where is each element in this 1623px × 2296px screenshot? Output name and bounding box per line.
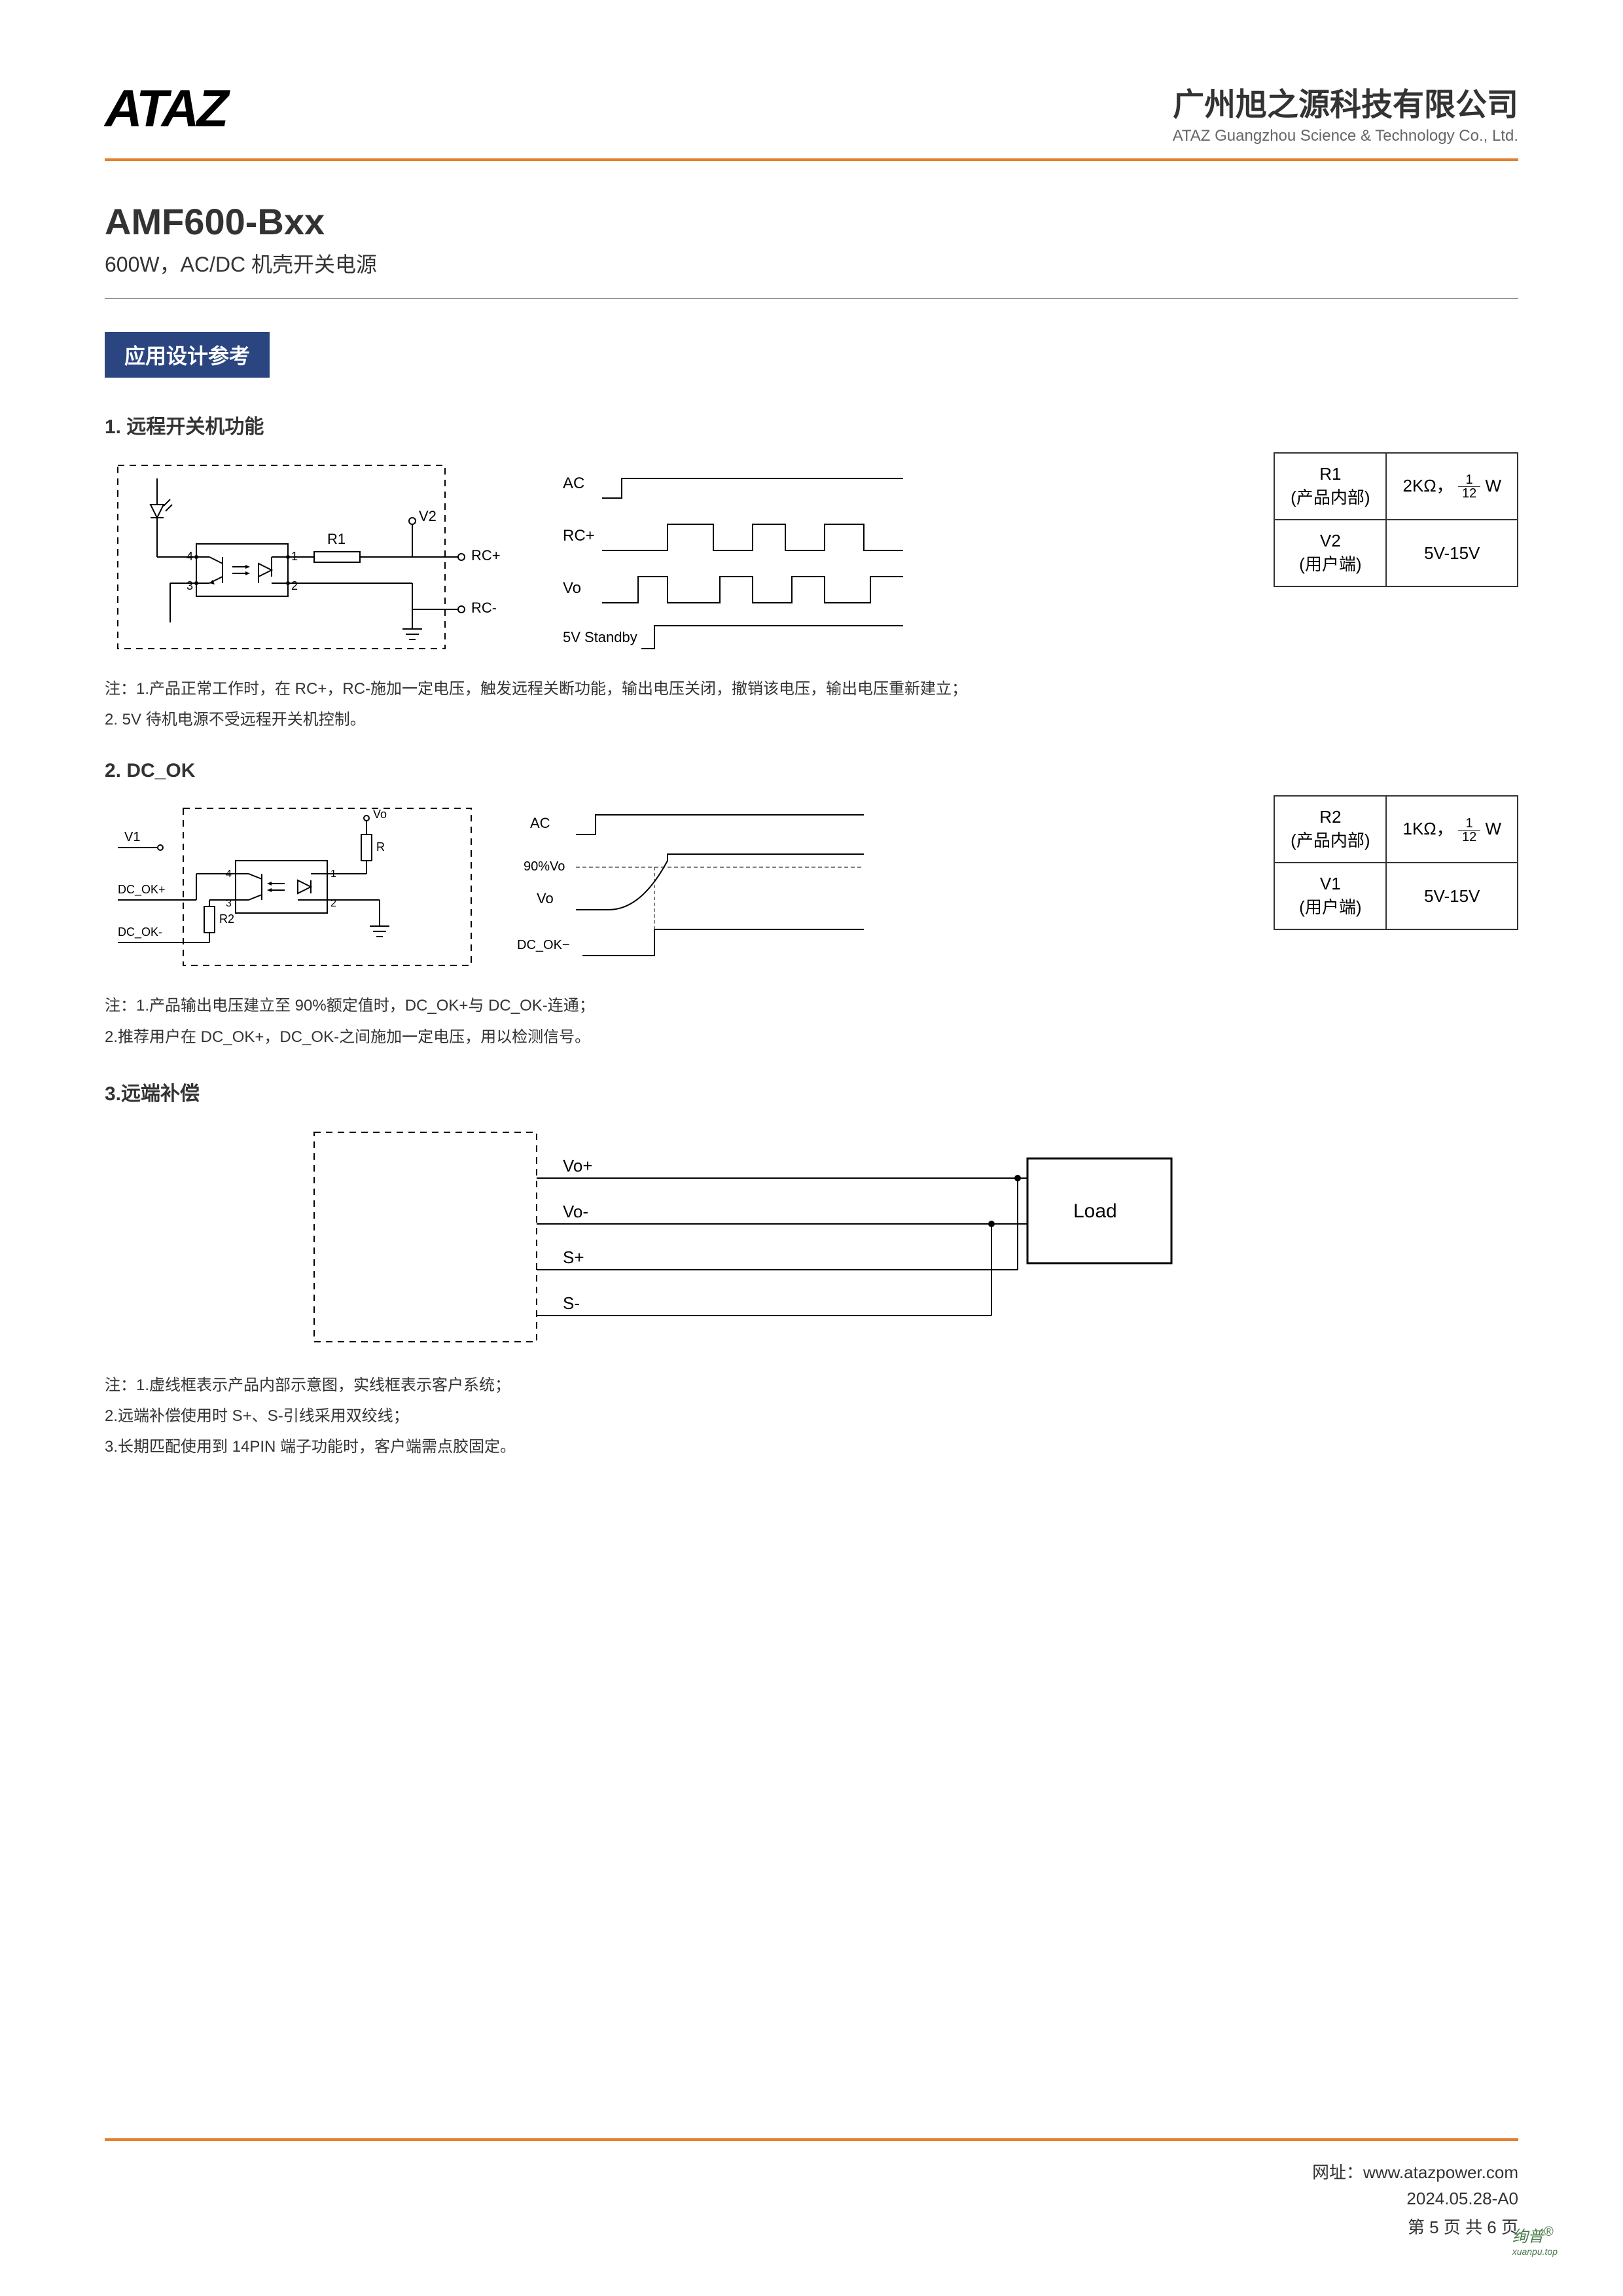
svg-text:Load: Load	[1073, 1200, 1117, 1222]
note-text: 2.推荐用户在 DC_OK+，DC_OK-之间施加一定电压，用以检测信号。	[105, 1023, 1518, 1051]
note-text: 注：1.产品输出电压建立至 90%额定值时，DC_OK+与 DC_OK-连通；	[105, 992, 1518, 1020]
svg-text:S-: S-	[563, 1293, 580, 1313]
svg-text:V1: V1	[124, 830, 140, 844]
footer-url: 网址：www.atazpower.com	[105, 2159, 1518, 2183]
section2-notes: 注：1.产品输出电压建立至 90%额定值时，DC_OK+与 DC_OK-连通； …	[105, 992, 1518, 1050]
section1-timing-diagram: AC RC+ Vo 5V Standby	[550, 452, 916, 662]
footer-date: 2024.05.28-A0	[105, 2189, 1518, 2209]
svg-text:RC-: RC-	[471, 600, 497, 616]
section2-title: 2. DC_OK	[105, 760, 1518, 782]
table-cell: V1 (用户端)	[1274, 863, 1386, 929]
table-cell: 5V-15V	[1386, 863, 1518, 929]
company-name-en: ATAZ Guangzhou Science & Technology Co.,…	[1173, 127, 1518, 145]
product-subtitle: 600W，AC/DC 机壳开关电源	[105, 248, 1518, 299]
svg-text:Vo: Vo	[563, 579, 581, 597]
note-text: 3.长期匹配使用到 14PIN 端子功能时，客户端需点胶固定。	[105, 1433, 1518, 1461]
watermark: 绚普® xuanpu.top	[1512, 2223, 1558, 2257]
svg-text:RC+: RC+	[471, 547, 501, 564]
company-info: 广州旭之源科技有限公司 ATAZ Guangzhou Science & Tec…	[1173, 79, 1518, 145]
table-cell: R2 (产品内部)	[1274, 796, 1386, 863]
section1-diagram-row: 4 3 1 2 R1	[105, 452, 1518, 662]
section1-circuit-diagram: 4 3 1 2 R1	[105, 452, 524, 662]
svg-text:AC: AC	[563, 475, 584, 492]
section1-param-table: R1 (产品内部) 2KΩ， 112 W V2 (用户端) 5V-15V	[1274, 452, 1518, 587]
svg-text:RC+: RC+	[563, 527, 595, 545]
table-cell: R1 (产品内部)	[1274, 453, 1386, 520]
svg-text:2: 2	[291, 579, 298, 592]
note-text: 2. 5V 待机电源不受远程开关机控制。	[105, 706, 1518, 734]
section1-title: 1. 远程开关机功能	[105, 410, 1518, 439]
svg-text:R2: R2	[219, 912, 234, 925]
svg-text:AC: AC	[530, 815, 550, 831]
svg-text:R1: R1	[327, 531, 346, 547]
svg-text:Vo: Vo	[537, 890, 554, 906]
page-footer: 网址：www.atazpower.com 2024.05.28-A0 第 5 页…	[105, 2138, 1518, 2244]
section2-circuit-diagram: V1 DC_OK+ DC_OK- R2 4 3 1 2	[105, 795, 484, 978]
svg-text:S+: S+	[563, 1247, 584, 1267]
footer-page: 第 5 页 共 6 页	[105, 2214, 1518, 2238]
company-name-cn: 广州旭之源科技有限公司	[1173, 79, 1518, 124]
note-text: 2.远端补偿使用时 S+、S-引线采用双绞线；	[105, 1402, 1518, 1430]
section3-title: 3.远端补偿	[105, 1077, 1518, 1106]
svg-text:3: 3	[187, 579, 193, 592]
product-title: AMF600-Bxx	[105, 200, 1518, 243]
note-text: 注：1.虚线框表示产品内部示意图，实线框表示客户系统；	[105, 1371, 1518, 1399]
table-cell: 2KΩ， 112 W	[1386, 453, 1518, 520]
section-badge: 应用设计参考	[105, 332, 270, 378]
table-cell: 5V-15V	[1386, 520, 1518, 586]
svg-text:DC_OK-: DC_OK-	[118, 925, 162, 939]
note-text: 注：1.产品正常工作时，在 RC+，RC-施加一定电压，触发远程关断功能，输出电…	[105, 675, 1518, 703]
section2-param-table: R2 (产品内部) 1KΩ， 112 W V1 (用户端) 5V-15V	[1274, 795, 1518, 930]
svg-text:4: 4	[226, 869, 232, 880]
svg-text:R: R	[376, 840, 385, 853]
section1-notes: 注：1.产品正常工作时，在 RC+，RC-施加一定电压，触发远程关断功能，输出电…	[105, 675, 1518, 734]
svg-text:DC_OK+: DC_OK+	[118, 883, 166, 897]
svg-text:V2: V2	[419, 508, 437, 524]
section2-diagram-row: V1 DC_OK+ DC_OK- R2 4 3 1 2	[105, 795, 1518, 978]
section3-diagram: Vo+ Vo- S+ S- Load	[301, 1119, 1518, 1358]
svg-text:3: 3	[226, 898, 232, 909]
svg-text:Vo-: Vo-	[563, 1202, 588, 1221]
svg-text:5V Standby: 5V Standby	[563, 629, 637, 645]
svg-text:Vo: Vo	[373, 808, 387, 821]
section3-notes: 注：1.虚线框表示产品内部示意图，实线框表示客户系统； 2.远端补偿使用时 S+…	[105, 1371, 1518, 1462]
svg-text:90%Vo: 90%Vo	[524, 859, 565, 874]
svg-text:DC_OK−: DC_OK−	[517, 938, 570, 952]
company-logo: ATAZ	[105, 79, 226, 139]
table-cell: 1KΩ， 112 W	[1386, 796, 1518, 863]
table-cell: V2 (用户端)	[1274, 520, 1386, 586]
section2-timing-diagram: AC 90%Vo Vo DC_OK−	[510, 795, 877, 978]
svg-text:Vo+: Vo+	[563, 1156, 593, 1175]
page-header: ATAZ 广州旭之源科技有限公司 ATAZ Guangzhou Science …	[105, 79, 1518, 161]
